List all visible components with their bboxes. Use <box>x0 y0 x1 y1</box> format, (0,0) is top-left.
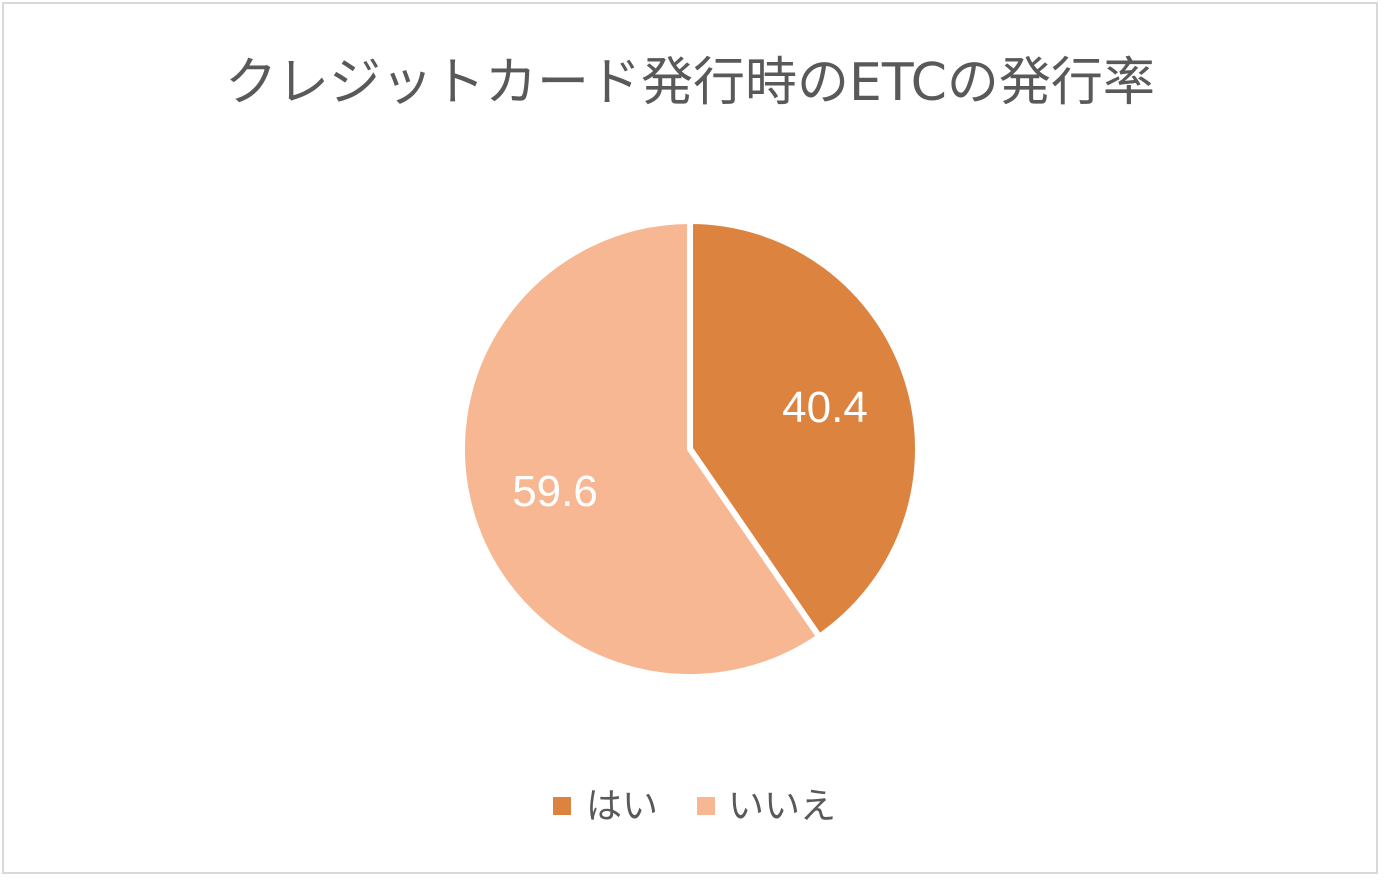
pie-slice-1 <box>459 218 823 680</box>
legend-label-yes: はい <box>586 786 658 827</box>
pie-slices <box>459 218 921 680</box>
legend-label-no: いいえ <box>728 786 836 827</box>
legend-swatch-no <box>697 797 715 815</box>
data-label-1: 59.6 <box>512 467 598 516</box>
chart-title: クレジットカード発行時のETCの発行率 <box>225 53 1155 113</box>
data-labels: 40.4 59.6 <box>512 383 868 516</box>
pie-slice-0 <box>687 218 921 640</box>
data-label-0: 40.4 <box>782 383 868 432</box>
legend-swatch-yes <box>553 797 571 815</box>
legend: はい いいえ <box>553 786 836 827</box>
